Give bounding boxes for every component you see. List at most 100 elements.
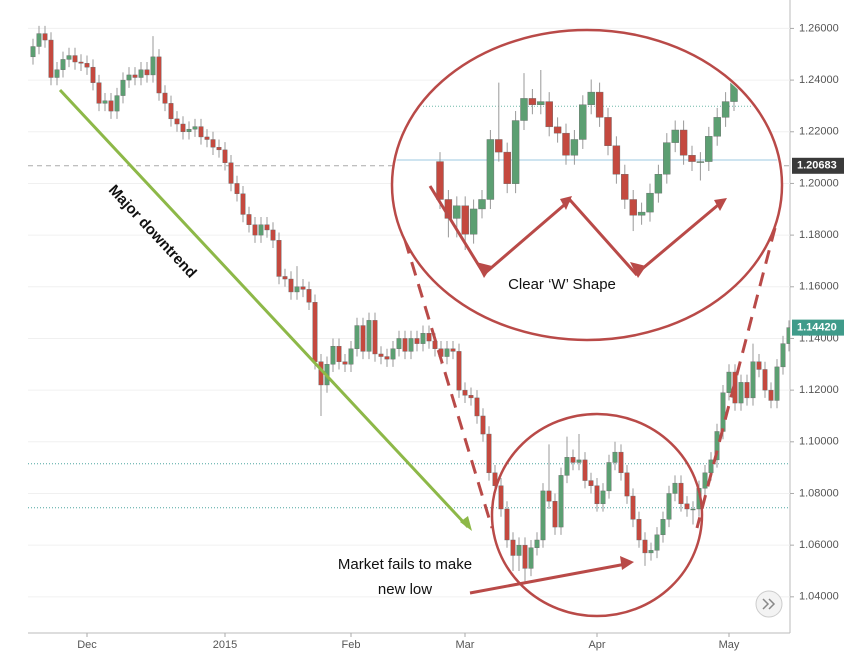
- candle-body: [498, 485, 504, 510]
- y-tick-label: 1.12000: [799, 384, 839, 396]
- annotation: Clear ‘W’ Shape: [508, 276, 616, 293]
- candle-body: [511, 120, 520, 184]
- candle-body: [246, 214, 252, 225]
- candle-body: [102, 100, 108, 104]
- candle-body: [474, 397, 480, 417]
- candle-body: [436, 161, 444, 200]
- price-tag: [792, 157, 844, 174]
- candle-body: [646, 192, 654, 213]
- candle-body: [579, 104, 587, 140]
- candle-body: [96, 82, 102, 104]
- candle-body: [600, 490, 606, 505]
- candle-body: [594, 485, 600, 505]
- candle-body: [696, 161, 705, 163]
- candle-body: [420, 333, 426, 344]
- x-tick-label: Mar: [456, 639, 475, 651]
- candles: [30, 25, 790, 582]
- candle-body: [198, 126, 204, 138]
- candle-body: [150, 56, 156, 76]
- candle-body: [637, 211, 646, 216]
- candle-body: [520, 98, 528, 121]
- candle-body: [671, 129, 679, 143]
- candle-body: [744, 382, 750, 399]
- candle-body: [612, 451, 618, 463]
- candle-body: [162, 92, 168, 104]
- candle-body: [48, 39, 54, 78]
- candle-body: [648, 550, 654, 554]
- candle-body: [478, 199, 486, 210]
- candle-body: [679, 129, 688, 156]
- candle-body: [180, 123, 186, 132]
- candle-body: [630, 495, 636, 520]
- candle-body: [168, 103, 174, 120]
- candle-body: [66, 55, 72, 60]
- candle-body: [120, 79, 126, 96]
- candle-body: [546, 490, 552, 502]
- candle-body: [288, 278, 294, 293]
- candle-body: [618, 451, 624, 474]
- candle-body: [258, 224, 264, 236]
- axes: 1.040001.060001.080001.100001.120001.140…: [77, 22, 844, 651]
- candle-body: [78, 61, 84, 64]
- zoom-circle: [490, 412, 704, 618]
- candle-body: [36, 33, 42, 47]
- candle-body: [522, 544, 528, 569]
- candle-body: [54, 69, 60, 78]
- candle-body: [690, 508, 696, 511]
- candle-body: [306, 289, 312, 303]
- candle-body: [774, 366, 780, 401]
- candle-body: [688, 155, 696, 162]
- candle-body: [768, 389, 774, 401]
- candle-body: [468, 395, 474, 399]
- candle-body: [234, 183, 240, 194]
- candle-body: [552, 501, 558, 528]
- y-tick-label: 1.20000: [799, 177, 839, 189]
- y-tick-label: 1.08000: [799, 487, 839, 499]
- arrow-head: [714, 198, 727, 211]
- candle-body: [456, 351, 462, 391]
- candle-body: [414, 338, 420, 344]
- candle-body: [708, 459, 714, 474]
- candle-body: [222, 149, 228, 163]
- candle-body: [192, 126, 198, 130]
- candle-body: [342, 361, 348, 365]
- candle-body: [654, 174, 663, 194]
- candle-body: [216, 147, 222, 151]
- price-tag: [792, 319, 844, 336]
- candle-body: [108, 100, 114, 112]
- candle-body: [576, 459, 582, 463]
- x-tick-label: May: [719, 639, 740, 651]
- candle-body: [726, 371, 732, 393]
- connector: [403, 239, 494, 529]
- trend-line: [58, 88, 470, 529]
- candle-body: [762, 369, 768, 391]
- x-tick-label: Apr: [588, 639, 605, 651]
- candle-body: [606, 462, 612, 492]
- candle-body: [510, 539, 516, 556]
- candle-body: [444, 348, 450, 357]
- y-tick-label: 1.26000: [799, 22, 839, 34]
- candle-body: [282, 276, 288, 280]
- candle-body: [721, 101, 730, 118]
- candle-body: [264, 224, 270, 231]
- candle-body: [629, 199, 637, 216]
- candle-body: [469, 208, 478, 235]
- candle-body: [587, 91, 595, 105]
- candle-body: [30, 46, 36, 58]
- candle-body: [672, 482, 678, 494]
- candle-body: [174, 118, 180, 125]
- candle-body: [114, 95, 120, 112]
- candle-body: [228, 162, 234, 184]
- candle-body: [528, 547, 534, 569]
- candle-body: [612, 145, 621, 175]
- candle-body: [492, 472, 498, 486]
- annotation: new low: [378, 581, 432, 598]
- candle-body: [624, 472, 630, 497]
- candle-body: [336, 346, 342, 362]
- candle-body: [276, 240, 282, 277]
- arrow-head: [476, 262, 492, 278]
- x-tick-label: 2015: [213, 639, 237, 651]
- price-tag-label: 1.14420: [797, 322, 837, 334]
